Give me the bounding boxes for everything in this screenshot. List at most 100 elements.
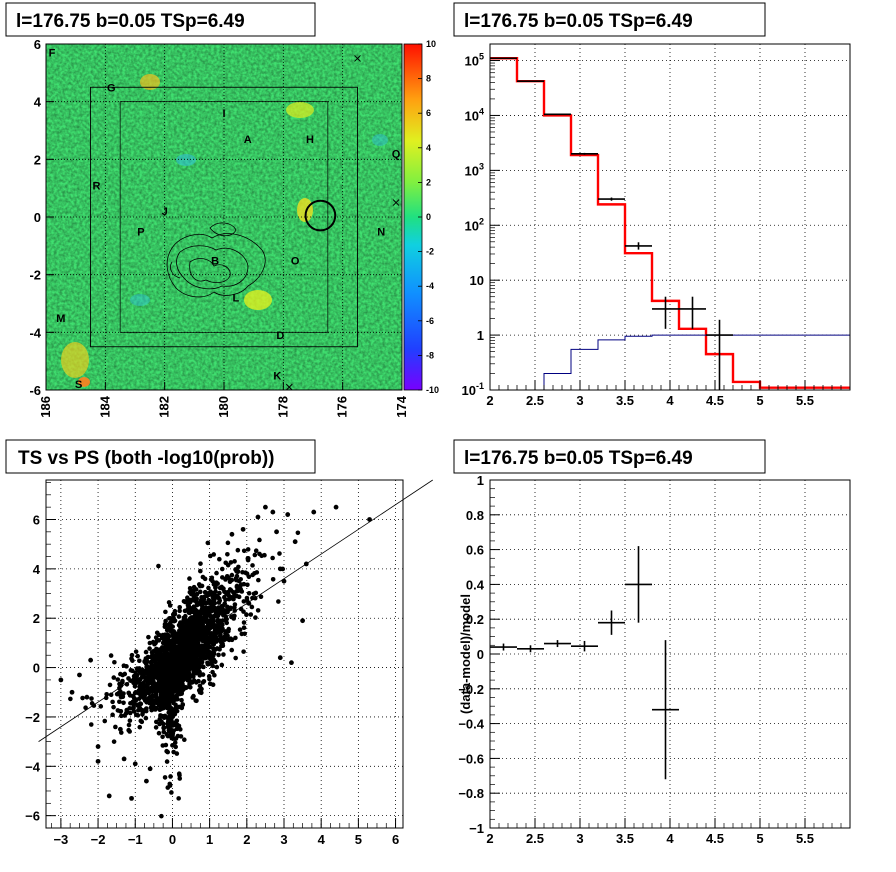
scatter-point [229,572,235,578]
scatter-point [220,603,226,609]
residual-point [544,640,571,648]
residual-point [598,610,625,635]
scatter-outlier-point [277,655,283,661]
scatter-point [160,734,165,740]
scatter-point [196,648,201,653]
residual-ytick-label: 0.4 [466,577,485,592]
map-xtick-label: 186 [38,396,53,418]
scatter-point [203,605,208,610]
scatter-point [223,614,228,619]
scatter-point [187,585,193,591]
scatter-point [245,547,251,552]
scatter-point [176,614,182,619]
scatter-point [134,666,140,671]
scatter-point [179,705,185,711]
map-ytick-label: -2 [29,268,41,283]
scatter-point [238,582,244,587]
scatter-point [185,595,190,600]
scatter-point [246,574,252,580]
scatter-point [117,708,123,714]
spectrum-ytick-label: 1 [477,328,484,343]
map-region-box [119,101,329,333]
scatter-point [186,667,191,672]
source-label-g: G [107,82,116,94]
scatter-point [165,705,171,710]
scatter-point [150,694,155,699]
residual-point [490,643,517,651]
scatter-point [164,759,170,764]
scatter-point [208,609,213,614]
scatter-point [163,609,168,615]
scatter-point [133,697,139,703]
scatter-point [165,688,171,693]
scatter-point [198,568,203,574]
colorbar-ticks: 10 8 6 4 2 0 -2 -4 -6 -8 -10 [418,39,439,395]
scatter-point [170,630,175,636]
scatter-point [205,636,211,642]
scatter-point [207,676,212,682]
scatter-point [137,724,143,730]
data-point [544,113,571,116]
spectrum-xtick-label: 3.5 [616,393,634,408]
scatter-point [191,693,196,699]
scatter-point [210,682,216,688]
scatter-point [195,665,200,670]
scatter-point [171,612,176,617]
scatter-point [158,713,163,718]
scatter-point [134,702,140,708]
scatter-point [102,718,108,724]
map-axes: 186 184 182 180 178 176 174 6 4 2 0 -2 -4 -6 [29,37,409,418]
scatter-point [170,714,176,720]
scatter-point [159,813,164,819]
scatter-point [138,718,144,724]
scatter-xtick-label: 4 [318,832,326,847]
scatter-point [171,736,176,741]
scatter-point [154,630,160,636]
map-ytick-label: -6 [29,383,41,398]
scatter-point [202,611,208,616]
scatter-point [204,646,210,652]
scatter-point [170,731,176,736]
residual-point [652,640,679,780]
scatter-point [200,664,206,669]
residual-xtick-label: 4.5 [706,831,724,846]
scatter-point [193,622,199,628]
scatter-point [166,728,172,733]
colorbar-tick-label: -8 [426,350,434,360]
scatter-ytick-label: 6 [33,512,40,527]
scatter-point [172,618,178,624]
data-point [652,296,679,329]
scatter-point [180,624,185,629]
scatter-point [196,678,201,684]
scatter-point [120,678,125,684]
scatter-outlier-point [144,778,149,784]
scatter-point [186,609,192,615]
bottom-left-title: TS vs PS (both -log10(prob)) [18,448,275,469]
scatter-points [58,504,372,819]
scatter-point [189,679,195,685]
scatter-outlier-point [88,657,94,663]
scatter-panel: −3 −2 −1 0 1 2 3 4 5 6 6 4 2 0 −2 −4 −6 [25,479,433,847]
scatter-point [232,559,237,564]
scatter-point [201,643,207,649]
residual-point [517,645,544,653]
scatter-outlier-point [95,744,101,749]
scatter-xtick-label: 5 [355,832,362,847]
scatter-point [181,629,186,635]
scatter-xtick-label: 2 [243,832,250,847]
scatter-point [150,668,156,674]
scatter-point [185,658,191,664]
scatter-point [118,713,124,719]
spectrum-xtick-label: 5.5 [796,393,814,408]
scatter-point [200,653,205,659]
scatter-point [151,684,156,689]
scatter-point [270,576,276,582]
scatter-point [198,589,203,595]
scatter-point [213,647,218,652]
scatter-point [108,653,114,658]
scatter-point [143,649,149,655]
scatter-outlier-point [147,766,153,772]
spectrum-ytick-label: 102 [465,216,484,233]
scatter-point [162,775,168,780]
cross-marker [392,199,400,206]
